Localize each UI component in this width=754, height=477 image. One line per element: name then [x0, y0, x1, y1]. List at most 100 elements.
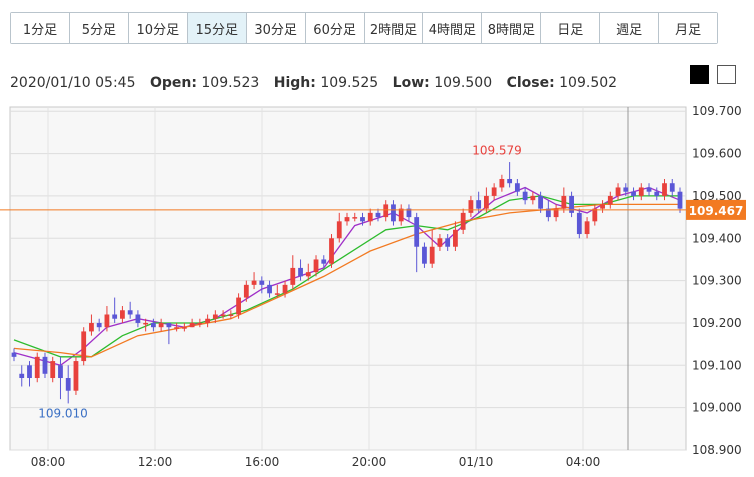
- y-tick-label: 109.100: [692, 358, 742, 372]
- min-price-label: 109.010: [38, 406, 88, 420]
- plot-area: [9, 106, 687, 451]
- candle-body: [135, 314, 141, 323]
- y-tick-label: 108.900: [692, 443, 742, 457]
- candle-body: [267, 284, 272, 294]
- candle-body: [522, 191, 528, 201]
- candle-body: [65, 378, 71, 391]
- x-tick-label: 04:00: [566, 455, 601, 469]
- candle-body: [654, 191, 660, 196]
- candle-body: [576, 212, 582, 235]
- candle-body: [437, 238, 443, 247]
- candle-body: [360, 217, 365, 222]
- candle-body: [212, 314, 218, 319]
- candle-body: [453, 229, 458, 247]
- tab-3[interactable]: 15分足: [186, 13, 246, 43]
- candle-body: [406, 208, 412, 218]
- candle-body: [538, 195, 544, 209]
- candle-body: [282, 284, 288, 294]
- candle-body: [27, 365, 32, 379]
- candle-body: [274, 293, 280, 295]
- candle-body: [569, 195, 574, 213]
- max-price-label: 109.579: [472, 143, 522, 157]
- tab-0[interactable]: 1分足: [11, 13, 69, 43]
- candle-body: [143, 322, 149, 325]
- candle-body: [631, 191, 636, 196]
- candle-body: [50, 361, 56, 379]
- candle-body: [476, 200, 482, 209]
- candle-body: [150, 322, 156, 328]
- candle-body: [298, 267, 303, 277]
- candle-body: [120, 310, 125, 319]
- tab-8[interactable]: 8時間足: [481, 13, 541, 43]
- candle-body: [251, 280, 257, 285]
- light-theme-button[interactable]: [717, 65, 736, 84]
- candle-body: [197, 322, 203, 325]
- x-tick-label: 16:00: [245, 455, 280, 469]
- candle-body: [42, 356, 48, 374]
- candle-body: [600, 204, 605, 209]
- candle-body: [11, 352, 17, 357]
- tab-11[interactable]: 月足: [658, 13, 718, 43]
- tab-9[interactable]: 日足: [540, 13, 600, 43]
- y-tick-label: 109.200: [692, 316, 742, 330]
- candle-body: [514, 183, 520, 192]
- candle-body: [561, 195, 567, 209]
- candle-body: [584, 221, 590, 235]
- tab-7[interactable]: 4時間足: [422, 13, 482, 43]
- candle-body: [460, 212, 466, 230]
- tab-5[interactable]: 60分足: [304, 13, 364, 43]
- candle-body: [367, 212, 373, 222]
- candle-body: [422, 246, 427, 264]
- candle-body: [205, 318, 211, 323]
- tab-10[interactable]: 週足: [599, 13, 659, 43]
- candle-body: [89, 322, 94, 332]
- candle-body: [73, 361, 79, 391]
- candle-body: [468, 200, 474, 213]
- candle-body: [58, 365, 63, 379]
- candle-body: [321, 259, 327, 264]
- candle-body: [483, 195, 489, 209]
- y-tick-label: 109.600: [692, 147, 742, 161]
- tab-4[interactable]: 30分足: [245, 13, 305, 43]
- candle-body: [398, 208, 404, 222]
- x-tick-label: 20:00: [352, 455, 387, 469]
- candle-body: [615, 187, 621, 196]
- candle-body: [391, 204, 396, 222]
- tab-6[interactable]: 2時間足: [363, 13, 423, 43]
- candle-body: [189, 322, 195, 328]
- candle-body: [545, 208, 551, 218]
- candle-body: [166, 322, 172, 328]
- candle-body: [112, 314, 118, 319]
- candle-body: [96, 322, 102, 328]
- y-tick-label: 109.400: [692, 231, 742, 245]
- candle-body: [638, 187, 644, 196]
- candle-body: [313, 259, 319, 273]
- candlestick-chart: 109.700 109.600 109.500 109.400 109.300 109.2…: [0, 104, 746, 469]
- candle-body: [352, 217, 358, 219]
- tab-2[interactable]: 10分足: [127, 13, 187, 43]
- candle-body: [290, 267, 296, 285]
- candle-body: [499, 178, 505, 188]
- candle-body: [81, 331, 87, 362]
- candle-body: [127, 310, 133, 315]
- candle-body: [243, 284, 249, 298]
- ohlc-open: Open: 109.523: [149, 75, 260, 91]
- dark-theme-button[interactable]: [690, 65, 709, 84]
- ohlc-low: Low: 109.500: [392, 75, 493, 91]
- x-tick-label: 08:00: [31, 455, 66, 469]
- candle-body: [336, 221, 342, 239]
- y-tick-label: 109.000: [692, 401, 742, 415]
- candle-body: [491, 187, 497, 196]
- candle-body: [344, 217, 350, 222]
- candle-body: [19, 373, 25, 379]
- ohlc-high: High: 109.525: [273, 75, 379, 91]
- candle-body: [623, 187, 629, 192]
- candle-body: [375, 212, 381, 218]
- candle-body: [662, 183, 667, 196]
- candle-body: [607, 195, 613, 205]
- ohlc-close: Close: 109.502: [506, 75, 618, 91]
- tab-1[interactable]: 5分足: [68, 13, 128, 43]
- x-tick-label: 12:00: [138, 455, 173, 469]
- candle-body: [236, 297, 241, 315]
- ohlc-datetime: 2020/01/10 05:45: [10, 75, 136, 91]
